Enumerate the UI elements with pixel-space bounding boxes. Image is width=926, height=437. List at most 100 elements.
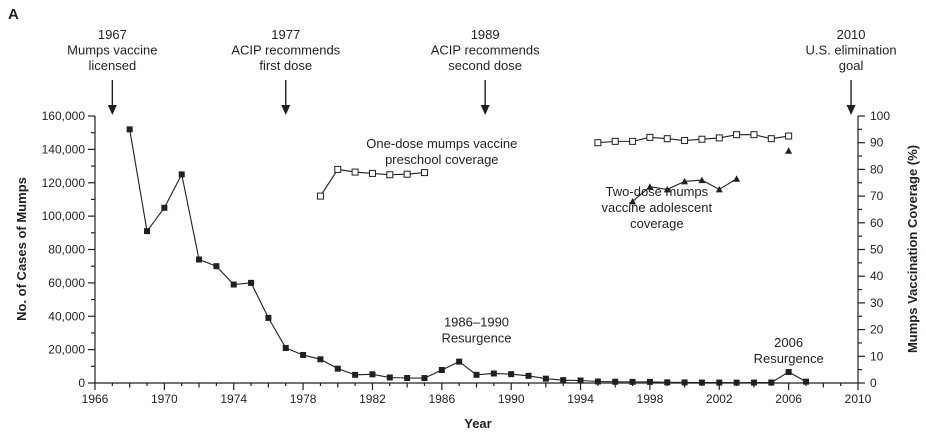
y-tick-label: 20,000 [48, 343, 85, 357]
cases-series [126, 126, 809, 386]
event-arrow-head [107, 105, 117, 115]
open-square-point [715, 134, 723, 142]
open-square-point [420, 169, 428, 177]
filled-square-point [126, 126, 133, 133]
annotation-line: Two-dose mumps [606, 184, 709, 199]
filled-square-point [733, 379, 740, 386]
event-label-line: first dose [259, 58, 312, 73]
open-square-point [334, 165, 342, 173]
y-axis-ticks: 0 20,000 40,000 60,000 80,000 100,000 120,000 1… [42, 109, 95, 390]
y-tick-label: 80,000 [48, 243, 85, 257]
filled-square-point [265, 314, 272, 321]
filled-square-point [178, 171, 185, 178]
data-series [126, 126, 809, 386]
event-label-line: Mumps vaccine [67, 43, 157, 58]
filled-square-point [646, 378, 653, 385]
filled-square-point [698, 379, 705, 386]
y-tick-label: 0 [78, 376, 85, 390]
series-line [129, 129, 807, 384]
x-tick-label: 1966 [82, 392, 109, 406]
open-square-point [594, 139, 602, 147]
open-square-point [629, 137, 637, 145]
annotation-line: preschool coverage [385, 152, 498, 167]
x-tick-label: 1990 [498, 392, 525, 406]
x-tick-label: 1970 [151, 392, 178, 406]
filled-square-point [161, 204, 168, 211]
annotation-line: vaccine adolescent [602, 200, 713, 215]
y2-tick-label: 90 [870, 136, 884, 150]
y-axis-title: No. of Cases of Mumps [14, 177, 29, 321]
open-square-point [785, 132, 793, 140]
x-tick-label: 2002 [706, 392, 733, 406]
y2-tick-label: 10 [870, 349, 884, 363]
filled-square-point [421, 375, 428, 382]
filled-square-point [525, 372, 532, 379]
filled-square-point [664, 379, 671, 386]
filled-square-point [317, 356, 324, 363]
filled-square-point [612, 378, 619, 385]
event-arrow-head [846, 105, 856, 115]
y2-tick-label: 50 [870, 243, 884, 257]
event-label-line: second dose [448, 58, 522, 73]
event-label-line: goal [839, 58, 864, 73]
filled-square-point [196, 256, 203, 263]
event-label-line: 1967 [98, 27, 127, 42]
filled-square-point [629, 378, 636, 385]
event-label-line: licensed [88, 58, 136, 73]
event-label-line: U.S. elimination [806, 43, 897, 58]
open-square-point [767, 135, 775, 143]
event-label-line: ACIP recommends [231, 43, 340, 58]
x-axis-title: Year [464, 416, 491, 431]
filled-square-point [716, 379, 723, 386]
event-arrow-head [480, 105, 490, 115]
triangle-point [663, 185, 671, 193]
triangle-point [733, 175, 741, 182]
filled-square-point [438, 366, 445, 373]
annotation-line: coverage [630, 216, 683, 231]
open-square-point [611, 137, 619, 145]
event-label-line: ACIP recommends [431, 43, 540, 58]
y-tick-label: 60,000 [48, 276, 85, 290]
filled-square-point [577, 377, 584, 384]
filled-square-point [282, 344, 289, 351]
filled-square-point [248, 279, 255, 286]
triangle-point [646, 183, 654, 190]
filled-square-point [681, 379, 688, 386]
y2-tick-label: 80 [870, 162, 884, 176]
filled-square-point [300, 351, 307, 358]
triangle-point [681, 177, 689, 185]
annotation-line: 2006 [774, 335, 803, 350]
x-tick-label: 2010 [845, 392, 872, 406]
filled-square-point [542, 375, 549, 382]
two-dose-series [629, 147, 793, 205]
x-tick-label: 1978 [290, 392, 317, 406]
x-tick-label: 2006 [775, 392, 802, 406]
x-tick-label: 1974 [220, 392, 247, 406]
event-arrow-head [281, 105, 291, 115]
open-square-point [316, 192, 324, 200]
open-square-point [351, 168, 359, 176]
annotation-line: 1986–1990 [444, 314, 509, 329]
open-square-point [386, 171, 394, 179]
annotation-line: Resurgence [441, 330, 511, 345]
filled-square-point [785, 368, 792, 375]
y2-axis-title: Mumps Vaccination Coverage (%) [905, 145, 920, 353]
y-tick-label: 40,000 [48, 309, 85, 323]
y2-tick-label: 100 [870, 109, 890, 123]
triangle-point [715, 185, 723, 193]
series-line [597, 134, 789, 144]
open-square-point [698, 135, 706, 143]
triangle-point [629, 197, 637, 205]
filled-square-point [334, 365, 341, 372]
open-square-point [681, 137, 689, 145]
open-square-point [750, 131, 758, 139]
